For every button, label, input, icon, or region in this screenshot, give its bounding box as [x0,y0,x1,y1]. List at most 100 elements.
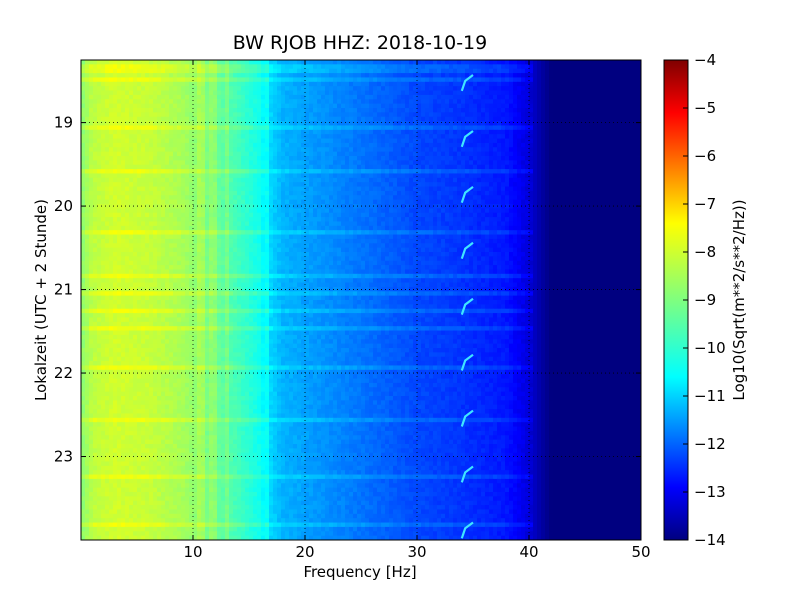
heatmap-cell [169,94,174,100]
heatmap-cell [521,94,526,100]
heatmap-cell [549,112,554,118]
heatmap-cell [569,116,574,122]
heatmap-cell [329,99,334,105]
heatmap-cell [337,99,342,105]
heatmap-cell [389,103,394,109]
heatmap-cell [305,147,310,153]
heatmap-cell [629,68,634,74]
heatmap-cell [457,112,462,118]
heatmap-cell [173,173,178,179]
heatmap-cell [429,169,434,175]
heatmap-cell [321,64,326,70]
heatmap-cell [281,99,286,105]
heatmap-cell [553,156,558,161]
heatmap-cell [189,77,194,83]
heatmap-cell [509,199,514,205]
heatmap-cell [313,164,318,170]
heatmap-cell [573,164,578,170]
heatmap-cell [537,86,542,92]
heatmap-cell [93,195,98,201]
heatmap-cell [525,60,530,65]
heatmap-cell [209,186,214,192]
heatmap-cell [593,195,598,201]
heatmap-cell [377,116,382,122]
heatmap-cell [157,160,162,166]
heatmap-cell [349,147,354,153]
heatmap-cell [477,77,482,83]
heatmap-cell [165,81,170,87]
heatmap-cell [245,129,250,135]
heatmap-cell [233,190,238,196]
heatmap-cell [409,90,414,96]
heatmap-cell [305,112,310,118]
heatmap-cell [141,77,146,83]
heatmap-cell [289,177,294,183]
heatmap-cell [465,186,470,192]
heatmap-cell [405,195,410,201]
heatmap-cell [561,138,566,144]
heatmap-cell [449,199,454,205]
heatmap-cell [281,68,286,74]
heatmap-cell [177,68,182,74]
heatmap-cell [493,160,498,166]
heatmap-cell [281,94,286,100]
heatmap-cell [149,142,154,148]
heatmap-cell [177,173,182,179]
heatmap-cell [401,169,406,175]
heatmap-cell [605,103,610,109]
heatmap-cell [225,208,230,214]
heatmap-cell [229,182,234,188]
heatmap-cell [149,182,154,188]
heatmap-cell [293,177,298,183]
heatmap-cell [621,190,626,196]
heatmap-cell [261,177,266,183]
heatmap-cell [161,164,166,170]
heatmap-cell [193,125,198,131]
heatmap-cell [193,60,198,65]
heatmap-cell [485,73,490,79]
heatmap-cell [357,129,362,135]
heatmap-cell [129,134,134,140]
heatmap-cell [377,103,382,109]
heatmap-cell [541,195,546,201]
heatmap-cell [169,112,174,118]
heatmap-cell [261,204,266,209]
heatmap-cell [517,94,522,100]
heatmap-cell [493,99,498,105]
heatmap-cell [85,73,90,79]
heatmap-cell [621,90,626,96]
heatmap-cell [257,199,262,205]
heatmap-cell [169,160,174,166]
heatmap-cell [93,190,98,196]
heatmap-cell [593,86,598,92]
heatmap-cell [305,116,310,122]
heatmap-cell [433,182,438,188]
heatmap-cell [101,77,106,83]
heatmap-cell [129,156,134,161]
heatmap-cell [333,94,338,100]
heatmap-cell [345,90,350,96]
heatmap-cell [81,160,86,166]
heatmap-cell [489,151,494,157]
heatmap-cell [309,190,314,196]
heatmap-cell [117,112,122,118]
heatmap-cell [241,99,246,105]
heatmap-cell [245,208,250,214]
heatmap-cell [245,142,250,148]
heatmap-cell [529,190,534,196]
heatmap-cell [525,73,530,79]
heatmap-cell [365,160,370,166]
heatmap-cell [285,182,290,188]
heatmap-cell [617,73,622,79]
heatmap-cell [593,204,598,209]
heatmap-cell [453,81,458,87]
heatmap-cell [89,138,94,144]
heatmap-cell [225,103,230,109]
heatmap-cell [237,208,242,214]
heatmap-cell [625,77,630,83]
heatmap-cell [489,73,494,79]
heatmap-cell [177,190,182,196]
heatmap-cell [329,64,334,70]
heatmap-cell [401,121,406,127]
heatmap-cell [625,116,630,122]
